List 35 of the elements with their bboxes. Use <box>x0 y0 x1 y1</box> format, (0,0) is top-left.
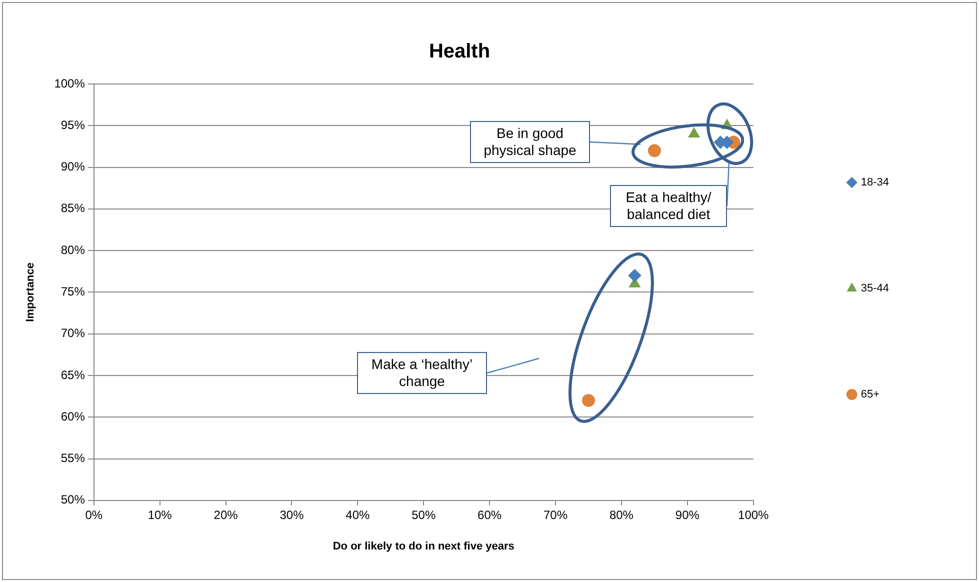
y-tick-label: 100% <box>54 76 86 90</box>
point <box>648 144 661 158</box>
point <box>688 127 700 138</box>
annotation: Be in good physical shape <box>470 121 590 163</box>
x-tick-label: 20% <box>214 508 238 522</box>
y-tick-label: 70% <box>60 326 86 340</box>
x-tick-label: 10% <box>148 508 172 522</box>
x-axis-title: Do or likely to do in next five years <box>332 540 514 552</box>
legend-label: 18-34 <box>860 176 890 189</box>
x-tick-label: 70% <box>544 508 568 522</box>
y-tick-label: 95% <box>60 118 86 132</box>
x-tick-label: 30% <box>280 508 304 522</box>
x-tick-label: 100% <box>738 508 770 522</box>
x-tick-label: 90% <box>675 508 700 522</box>
x-tick-label: 80% <box>609 508 634 522</box>
annotation: Eat a healthy/ balanced diet <box>610 185 727 227</box>
x-tick-label: 40% <box>346 508 370 522</box>
y-tick-label: 55% <box>60 451 86 466</box>
y-tick-label: 90% <box>60 160 86 174</box>
y-axis-title: Importance <box>24 262 37 322</box>
x-tick-label: 0% <box>85 508 103 522</box>
chart-title: Health <box>428 40 490 63</box>
y-tick-label: 75% <box>60 284 86 299</box>
point <box>628 269 642 282</box>
x-tick-label: 50% <box>412 508 436 522</box>
x-tick-label: 60% <box>478 508 502 522</box>
y-tick-label: 80% <box>60 242 86 257</box>
y-tick-label: 65% <box>60 368 86 382</box>
y-tick-label: 60% <box>60 409 86 424</box>
y-tick-label: 85% <box>60 201 86 216</box>
y-tick-label: 50% <box>60 492 86 507</box>
legend-label: 35-44 <box>860 282 890 295</box>
legend-label: 65+ <box>860 388 880 401</box>
point <box>582 394 595 407</box>
annotation: Make a ‘healthy’ change <box>357 352 487 394</box>
